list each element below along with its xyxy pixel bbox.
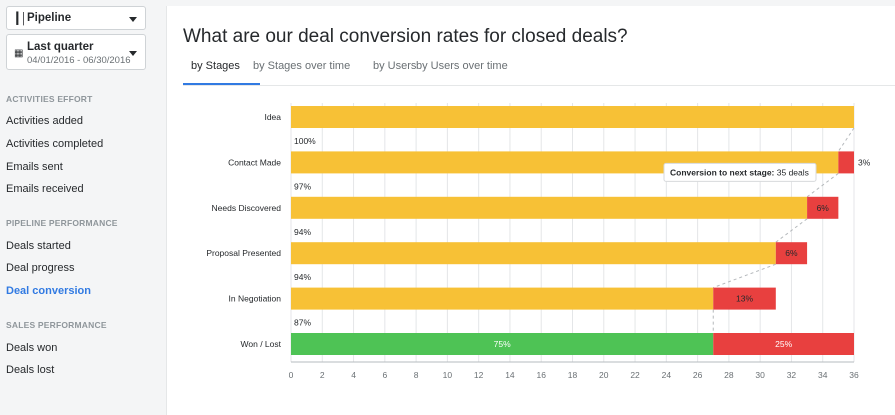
x-tick-label: 24 <box>662 370 672 380</box>
data-label: 25% <box>775 339 792 349</box>
chevron-down-icon <box>129 51 137 56</box>
section-pipeline-performance: PIPELINE PERFORMANCE <box>6 218 118 228</box>
x-tick-label: 4 <box>351 370 356 380</box>
data-label: 97% <box>294 181 311 191</box>
period-select[interactable]: ▦ Last quarter 04/01/2016 - 06/30/2016 <box>6 34 146 70</box>
period-range: 04/01/2016 - 06/30/2016 <box>27 55 131 66</box>
conversion-connector <box>837 127 855 152</box>
conversion-connector <box>775 218 808 243</box>
bar-converted <box>291 287 714 310</box>
nav-deals-lost[interactable]: Deals lost <box>6 364 55 376</box>
x-tick-label: 28 <box>724 370 734 380</box>
x-tick-label: 8 <box>414 370 419 380</box>
data-label: 87% <box>294 318 311 328</box>
nav-deal-progress[interactable]: Deal progress <box>6 262 75 274</box>
active-tab-indicator <box>183 83 260 85</box>
bar-lost <box>807 196 839 219</box>
x-tick-label: 2 <box>320 370 325 380</box>
tab-by-users-over-time[interactable]: by Users over time <box>416 60 508 72</box>
data-label: 94% <box>294 272 311 282</box>
x-tick-label: 30 <box>755 370 765 380</box>
period-select-label: Last quarter <box>27 41 94 53</box>
bar-lost <box>838 151 854 174</box>
x-tick-label: 36 <box>849 370 859 380</box>
x-tick-label: 22 <box>630 370 640 380</box>
section-sales-performance: SALES PERFORMANCE <box>6 320 107 330</box>
x-tick-label: 16 <box>536 370 546 380</box>
nav-activities-completed[interactable]: Activities completed <box>6 138 104 150</box>
category-label: Proposal Presented <box>206 248 281 258</box>
conversion-connector <box>806 172 839 198</box>
x-tick-label: 0 <box>289 370 294 380</box>
tab-by-users[interactable]: by Users <box>373 60 417 72</box>
tooltip-box <box>663 162 817 182</box>
bar-lost <box>775 242 808 265</box>
nav-emails-received[interactable]: Emails received <box>6 183 84 195</box>
category-label: Won / Lost <box>241 339 282 349</box>
data-label: 6% <box>785 248 798 258</box>
data-label: 13% <box>736 294 753 304</box>
pipeline-icon: ┃│ <box>14 13 28 25</box>
category-label: Idea <box>264 112 281 122</box>
bar-converted <box>291 333 714 355</box>
bar-lost <box>713 333 854 355</box>
data-label: 94% <box>294 227 311 237</box>
nav-activities-added[interactable]: Activities added <box>6 115 84 127</box>
nav-deals-won[interactable]: Deals won <box>6 342 58 354</box>
category-label: Contact Made <box>228 157 281 167</box>
category-label: Needs Discovered <box>212 203 282 213</box>
pipeline-select[interactable]: ┃│ Pipeline <box>6 6 146 30</box>
x-tick-label: 6 <box>382 370 387 380</box>
bar-converted <box>291 242 776 265</box>
x-tick-label: 14 <box>505 370 515 380</box>
x-tick-label: 26 <box>693 370 703 380</box>
data-label: 75% <box>494 339 511 349</box>
x-tick-label: 10 <box>443 370 453 380</box>
bar-converted <box>291 106 854 128</box>
nav-deal-conversion[interactable]: Deal conversion <box>6 285 91 297</box>
x-tick-label: 32 <box>787 370 797 380</box>
pipeline-select-label: Pipeline <box>27 12 72 24</box>
data-label: 6% <box>817 203 830 213</box>
report-panel: What are our deal conversion rates for c… <box>166 6 895 415</box>
bar-converted <box>291 196 808 219</box>
chevron-down-icon <box>129 17 137 22</box>
data-label: 3% <box>858 157 871 167</box>
tab-divider <box>183 85 895 86</box>
tab-by-stages[interactable]: by Stages <box>191 60 240 72</box>
x-tick-label: 18 <box>568 370 578 380</box>
conversion-connector <box>713 263 776 289</box>
category-label: In Negotiation <box>229 294 282 304</box>
conversion-chart: 0 2 4 6 8 10 12 14 16 18 20 22 24 26 28 30 32 34 36Idea100… <box>206 103 871 380</box>
x-tick-label: 20 <box>599 370 609 380</box>
sidebar: ┃│ Pipeline ▦ Last quarter 04/01/2016 - … <box>0 0 155 415</box>
calendar-icon: ▦ <box>14 48 24 59</box>
data-label: 100% <box>294 136 316 146</box>
x-tick-label: 12 <box>474 370 484 380</box>
nav-deals-started[interactable]: Deals started <box>6 240 71 252</box>
x-tick-label: 34 <box>818 370 828 380</box>
tab-by-stages-over-time[interactable]: by Stages over time <box>253 60 351 72</box>
tooltip-text: Conversion to next stage: 35 deals <box>670 167 809 177</box>
section-activities-effort: ACTIVITIES EFFORT <box>6 94 93 104</box>
nav-emails-sent[interactable]: Emails sent <box>6 161 63 173</box>
bar-lost <box>713 287 776 310</box>
page-title: What are our deal conversion rates for c… <box>183 26 628 47</box>
